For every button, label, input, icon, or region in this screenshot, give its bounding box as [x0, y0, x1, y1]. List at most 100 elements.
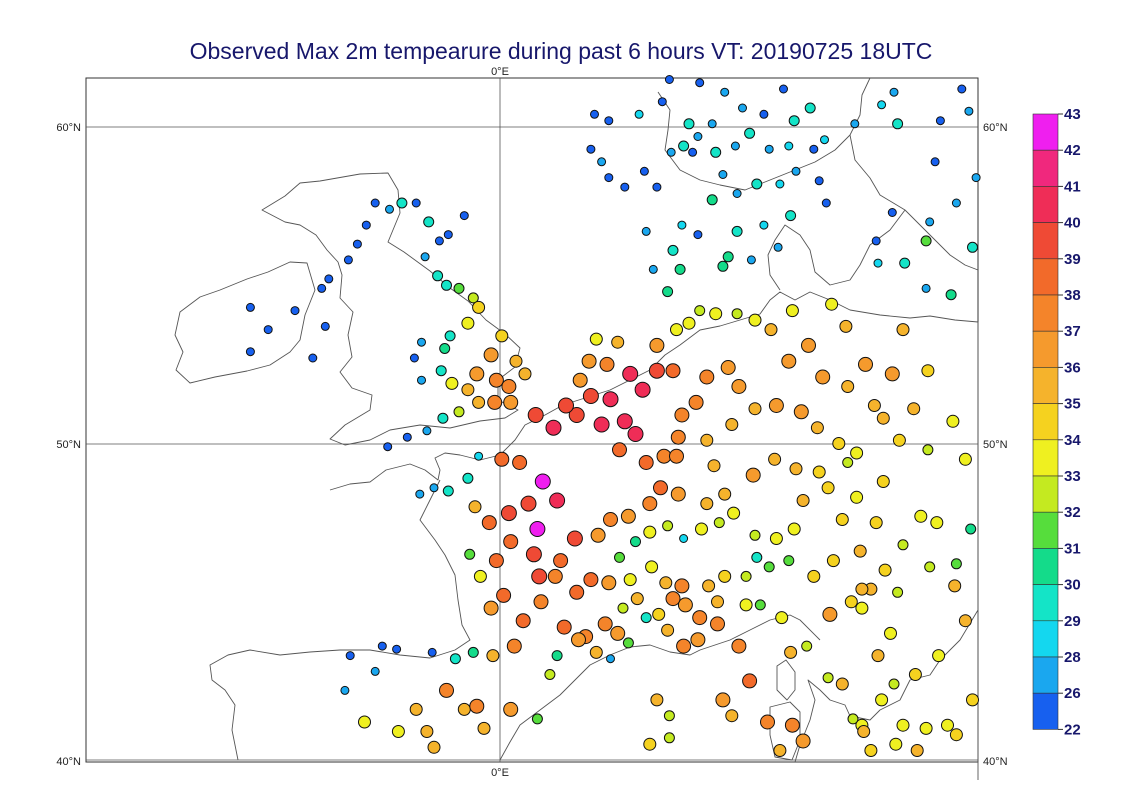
station-marker	[821, 481, 835, 495]
station-marker	[551, 650, 563, 662]
station-marker	[417, 375, 426, 385]
station-marker	[656, 448, 672, 464]
colorbar-swatch	[1032, 149, 1059, 187]
station-marker	[392, 644, 402, 654]
station-marker	[468, 500, 482, 514]
station-marker	[795, 733, 811, 749]
station-marker	[377, 641, 387, 651]
station-marker	[549, 492, 566, 509]
station-marker	[667, 244, 679, 256]
station-marker	[589, 332, 603, 346]
station-marker	[343, 255, 353, 265]
station-marker	[957, 84, 967, 94]
station-marker	[501, 379, 517, 394]
station-marker	[586, 144, 596, 154]
station-marker	[590, 109, 599, 119]
station-marker	[783, 555, 795, 567]
station-marker	[744, 127, 756, 139]
station-marker	[965, 523, 977, 535]
lon-label-top: 0°E	[491, 66, 509, 78]
station-marker	[599, 356, 615, 372]
station-marker	[422, 426, 432, 436]
station-marker	[754, 599, 766, 611]
station-marker	[420, 252, 430, 262]
station-marker	[571, 632, 586, 648]
station-marker	[642, 496, 658, 512]
station-marker	[850, 119, 860, 129]
station-marker	[925, 217, 935, 227]
station-marker	[544, 669, 556, 680]
station-marker	[759, 220, 769, 230]
station-marker	[892, 118, 904, 130]
station-marker	[793, 404, 809, 420]
station-marker	[784, 645, 798, 659]
station-marker	[630, 536, 641, 548]
station-marker	[839, 319, 853, 333]
station-marker	[666, 147, 676, 157]
colorbar-swatch	[1032, 113, 1059, 151]
station-marker	[385, 204, 394, 214]
station-marker	[611, 335, 625, 349]
station-marker	[727, 506, 741, 520]
station-marker	[844, 595, 858, 609]
colorbar-label: 32	[1064, 504, 1081, 521]
station-marker	[896, 323, 910, 337]
station-marker	[877, 100, 887, 110]
colorbar-label: 31	[1064, 540, 1081, 557]
colorbar-swatch	[1032, 548, 1059, 585]
colorbar-swatch	[1032, 692, 1059, 730]
colorbar-swatch	[1032, 584, 1059, 622]
station-marker	[415, 489, 425, 499]
station-marker	[907, 402, 921, 416]
station-marker	[572, 372, 588, 388]
station-marker	[496, 587, 512, 603]
station-marker	[908, 668, 922, 681]
station-marker	[814, 176, 824, 186]
station-marker	[674, 263, 686, 275]
station-marker	[921, 283, 931, 293]
station-marker	[676, 638, 692, 654]
station-marker	[930, 157, 940, 167]
station-marker	[659, 576, 673, 590]
station-marker	[713, 517, 725, 529]
station-marker	[589, 645, 603, 659]
station-marker	[597, 157, 607, 167]
station-marker	[487, 394, 503, 410]
station-marker	[616, 413, 633, 430]
colorbar-label: 34	[1064, 432, 1081, 449]
station-marker	[670, 323, 683, 337]
station-marker	[441, 279, 452, 291]
station-marker	[707, 459, 721, 473]
station-marker	[688, 147, 698, 157]
station-marker	[361, 220, 371, 230]
station-marker	[725, 418, 739, 431]
station-marker	[949, 728, 963, 742]
station-marker	[263, 325, 273, 335]
station-marker	[614, 551, 625, 563]
colorbar-swatch	[1032, 258, 1059, 296]
station-marker	[745, 467, 761, 483]
station-marker	[439, 343, 451, 354]
station-marker	[807, 569, 821, 583]
station-marker	[889, 737, 903, 751]
station-marker	[661, 623, 675, 637]
colorbar-label: 40	[1064, 215, 1081, 232]
station-marker	[919, 721, 933, 735]
station-marker	[622, 365, 639, 382]
station-marker	[804, 102, 816, 114]
station-marker	[950, 558, 962, 570]
station-marker	[581, 353, 597, 369]
station-marker	[700, 497, 714, 511]
station-marker	[930, 516, 944, 530]
station-marker	[477, 721, 491, 735]
station-marker	[396, 197, 408, 209]
station-marker	[340, 685, 350, 695]
station-marker	[941, 718, 954, 732]
station-marker	[878, 563, 892, 577]
station-marker	[245, 302, 255, 312]
station-marker	[787, 522, 801, 536]
station-marker	[677, 220, 687, 230]
station-marker	[525, 546, 542, 563]
station-marker	[773, 744, 787, 757]
station-marker	[547, 568, 563, 584]
